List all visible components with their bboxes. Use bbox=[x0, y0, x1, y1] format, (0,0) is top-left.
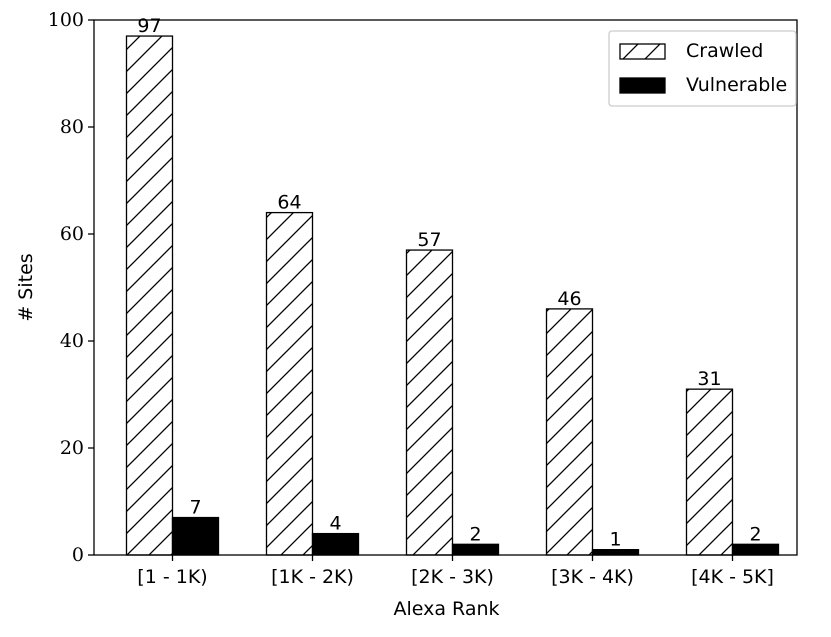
data-label-crawled-2k-3k: 57 bbox=[417, 229, 441, 251]
y-axis: 0 20 40 60 80 100 bbox=[48, 9, 94, 566]
x-tick-label: [4K - 5K] bbox=[691, 566, 774, 588]
data-label-vulnerable-1k-2k: 4 bbox=[329, 513, 341, 535]
legend-label-crawled: Crawled bbox=[686, 40, 763, 62]
legend-label-vulnerable: Vulnerable bbox=[686, 74, 787, 96]
y-tick-label: 80 bbox=[60, 116, 84, 138]
legend-swatch-vulnerable bbox=[619, 77, 666, 94]
x-axis-label: Alexa Rank bbox=[393, 598, 499, 620]
bar-crawled-2k-3k bbox=[405, 249, 454, 556]
bar-vulnerable-2k-3k bbox=[451, 543, 500, 556]
y-tick-label: 40 bbox=[60, 330, 84, 352]
x-tick-label: [3K - 4K) bbox=[551, 566, 634, 588]
data-label-crawled-3k-4k: 46 bbox=[557, 288, 581, 310]
y-tick-label: 100 bbox=[48, 9, 84, 31]
bar-crawled-3k-4k bbox=[545, 308, 594, 556]
bar-crawled-1k-2k bbox=[265, 211, 314, 556]
legend: Crawled Vulnerable bbox=[608, 30, 797, 107]
plot-area-frame bbox=[93, 19, 798, 556]
bar-vulnerable-4k-5k bbox=[731, 543, 780, 556]
data-label-crawled-1-1k: 97 bbox=[137, 15, 161, 37]
data-label-vulnerable-4k-5k: 2 bbox=[749, 523, 761, 545]
data-label-crawled-4k-5k: 31 bbox=[697, 368, 721, 390]
y-axis-label: # Sites bbox=[15, 253, 37, 321]
legend-swatch-crawled bbox=[619, 43, 666, 60]
bar-crawled-4k-5k bbox=[685, 388, 734, 556]
bar-vulnerable-1k-2k bbox=[311, 532, 360, 556]
data-label-crawled-1k-2k: 64 bbox=[277, 192, 301, 214]
data-label-vulnerable-2k-3k: 2 bbox=[469, 523, 481, 545]
x-tick-label: [1K - 2K) bbox=[271, 566, 354, 588]
x-tick-label: [1 - 1K) bbox=[137, 566, 207, 588]
data-labels-layer: 97 64 57 46 31 7 4 2 1 2 bbox=[137, 15, 761, 551]
data-label-vulnerable-3k-4k: 1 bbox=[609, 529, 621, 551]
x-tick-label: [2K - 3K) bbox=[411, 566, 494, 588]
y-tick-label: 0 bbox=[72, 544, 84, 566]
bars-layer bbox=[125, 35, 780, 556]
x-axis: [1 - 1K) [1K - 2K) [2K - 3K) [3K - 4K) [4K -… bbox=[137, 555, 774, 588]
bar-vulnerable-1-1k bbox=[171, 516, 220, 556]
bar-crawled-1-1k bbox=[125, 35, 174, 556]
y-tick-label: 60 bbox=[60, 223, 84, 245]
y-tick-label: 20 bbox=[60, 437, 84, 459]
data-label-vulnerable-1-1k: 7 bbox=[189, 497, 201, 519]
